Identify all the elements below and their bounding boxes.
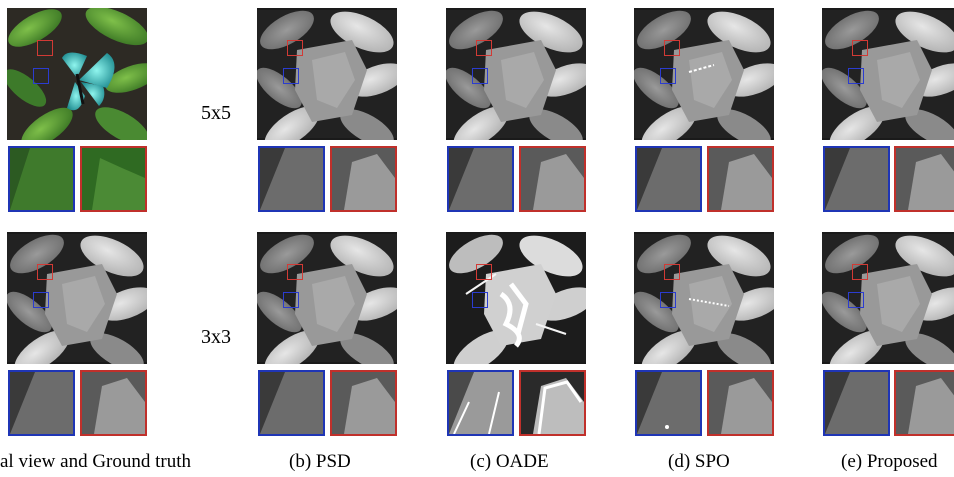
crop-blue-spo-5x5 [635,146,702,212]
psd-5x5-image [257,8,397,140]
crop-red-original [80,146,147,212]
caption-e: (e) Proposed [841,451,938,472]
caption-d: (d) SPO [668,451,730,472]
psd-3x3-image [257,232,397,364]
caption-a: al view and Ground truth [0,451,192,472]
caption-c: (c) OADE [470,451,549,472]
roi-blue-box [283,292,299,308]
crop-red-oade-5x5 [519,146,586,212]
spo-5x5-image [634,8,774,140]
crop-blue-proposed-3x3 [823,370,890,436]
roi-red-box [37,264,53,280]
crop-red-gt [80,370,147,436]
spo-3x3-image [634,232,774,364]
crop-red-proposed-5x5 [894,146,954,212]
crop-blue-psd-3x3 [258,370,325,436]
roi-blue-box [660,68,676,84]
roi-red-box [664,40,680,56]
crop-blue-oade-5x5 [447,146,514,212]
crop-red-spo-3x3 [707,370,774,436]
crop-red-psd-5x5 [330,146,397,212]
crop-blue-proposed-5x5 [823,146,890,212]
roi-blue-box [283,68,299,84]
row-label-5x5: 5x5 [201,102,231,124]
original-view-image [7,8,147,140]
crop-blue-gt [8,370,75,436]
crop-red-oade-3x3 [519,370,586,436]
roi-blue-box [848,68,864,84]
roi-red-box [852,264,868,280]
roi-blue-box [33,292,49,308]
roi-red-box [664,264,680,280]
roi-red-box [476,40,492,56]
roi-blue-box [848,292,864,308]
proposed-5x5-image [822,8,954,140]
crop-blue-original [8,146,75,212]
oade-5x5-image [446,8,586,140]
roi-blue-box [660,292,676,308]
caption-b: (b) PSD [289,451,351,472]
crop-blue-oade-3x3 [447,370,514,436]
crop-blue-spo-3x3 [635,370,702,436]
row-label-3x3: 3x3 [201,326,231,348]
roi-red-box [287,264,303,280]
roi-red-box [852,40,868,56]
roi-red-box [37,40,53,56]
crop-red-psd-3x3 [330,370,397,436]
crop-red-proposed-3x3 [894,370,954,436]
roi-blue-box [472,292,488,308]
ground-truth-image [7,232,147,364]
crop-red-spo-5x5 [707,146,774,212]
roi-red-box [287,40,303,56]
roi-red-box [476,264,492,280]
roi-blue-box [33,68,49,84]
proposed-3x3-image [822,232,954,364]
crop-blue-psd-5x5 [258,146,325,212]
roi-blue-box [472,68,488,84]
oade-3x3-image [446,232,586,364]
